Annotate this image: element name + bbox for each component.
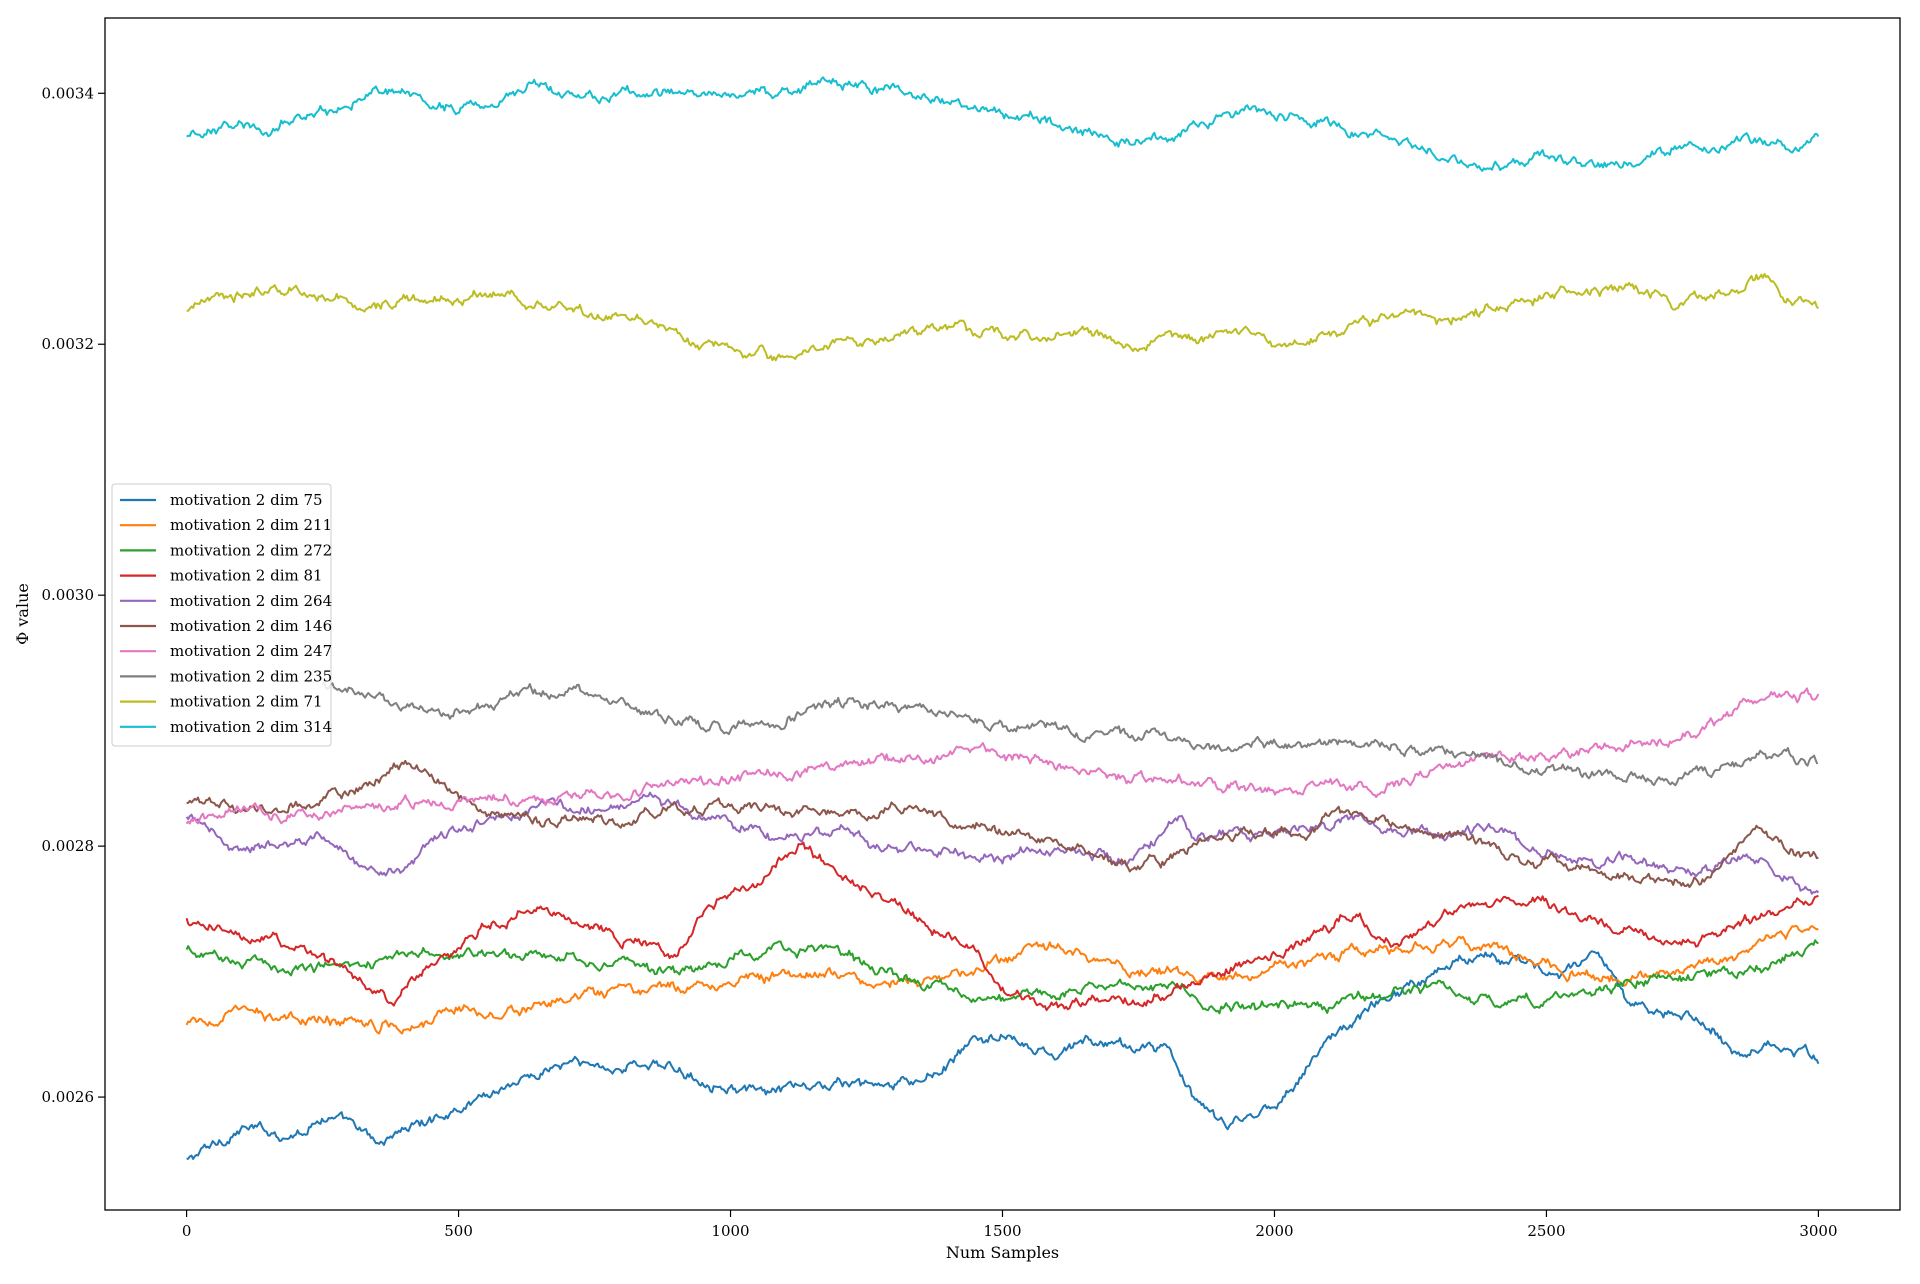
legend-box bbox=[111, 483, 332, 747]
plot-background bbox=[105, 18, 1900, 1210]
x-axis: 0 500 1000 1500 2000 2500 3000 bbox=[182, 1210, 1838, 1240]
series-line bbox=[185, 687, 1820, 825]
x-tick-label: 500 bbox=[444, 1222, 473, 1240]
legend-label: motivation 2 dim 146 bbox=[170, 617, 332, 635]
x-tick-label: 0 bbox=[182, 1222, 192, 1240]
legend-label: motivation 2 dim 75 bbox=[170, 491, 323, 509]
x-axis-label: Num Samples bbox=[946, 1243, 1059, 1262]
y-axis-label: Φ value bbox=[13, 583, 32, 645]
y-tick-label: 0.0026 bbox=[42, 1088, 95, 1106]
x-tick-label: 2500 bbox=[1527, 1222, 1565, 1240]
series-line bbox=[185, 791, 1820, 895]
series-line bbox=[185, 924, 1819, 1035]
y-tick-label: 0.0034 bbox=[42, 84, 95, 102]
series-line bbox=[186, 76, 1820, 172]
series-line bbox=[186, 272, 1820, 362]
legend-label: motivation 2 dim 247 bbox=[170, 642, 332, 660]
series-line bbox=[185, 841, 1819, 1012]
legend-label: motivation 2 dim 314 bbox=[170, 718, 332, 736]
series-line bbox=[185, 939, 1819, 1015]
legend-label: motivation 2 dim 211 bbox=[170, 516, 332, 534]
series-layer bbox=[185, 76, 1820, 1160]
y-axis: 0.0026 0.0028 0.0030 0.0032 0.0034 bbox=[42, 84, 105, 1106]
legend-label: motivation 2 dim 71 bbox=[170, 693, 323, 711]
x-tick-label: 3000 bbox=[1799, 1222, 1837, 1240]
series-line bbox=[321, 681, 1819, 787]
legend-label: motivation 2 dim 264 bbox=[170, 592, 332, 610]
x-tick-label: 1000 bbox=[711, 1222, 749, 1240]
y-tick-label: 0.0030 bbox=[42, 586, 95, 604]
y-tick-label: 0.0028 bbox=[42, 837, 95, 855]
x-tick-label: 2000 bbox=[1255, 1222, 1293, 1240]
x-tick-label: 1500 bbox=[983, 1222, 1021, 1240]
legend-label: motivation 2 dim 81 bbox=[170, 567, 323, 585]
legend: motivation 2 dim 75 motivation 2 dim 211 m… bbox=[111, 483, 332, 747]
series-line bbox=[186, 759, 1819, 889]
y-tick-label: 0.0032 bbox=[42, 335, 95, 353]
legend-label: motivation 2 dim 235 bbox=[170, 667, 332, 685]
series-line bbox=[186, 950, 1820, 1160]
legend-label: motivation 2 dim 272 bbox=[170, 541, 332, 559]
